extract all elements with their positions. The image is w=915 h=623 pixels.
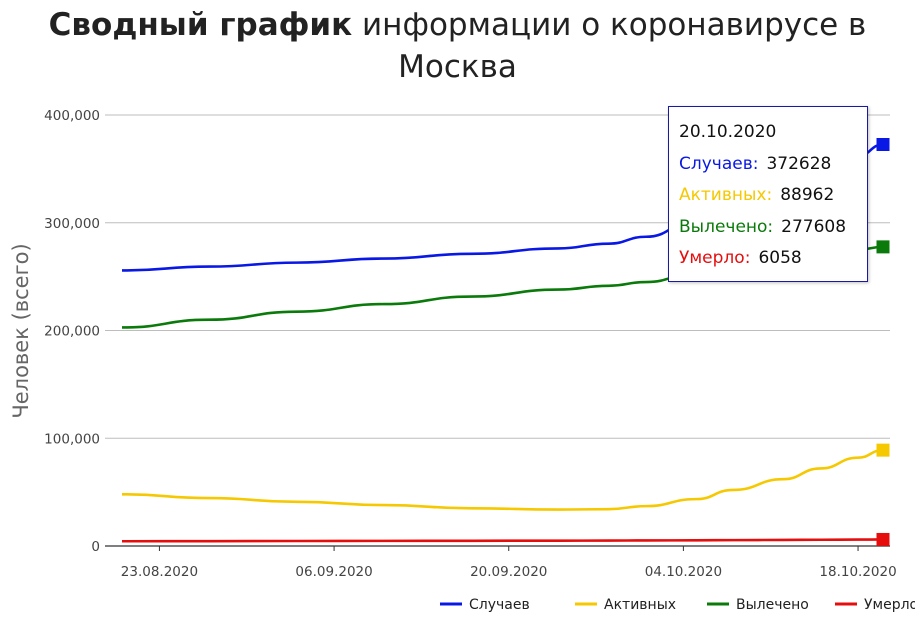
- tooltip-label-deaths: Умерло:: [679, 248, 751, 268]
- chart-title-bold: Сводный график: [48, 7, 353, 43]
- tooltip-row-active: Активных: 88962: [679, 180, 857, 212]
- tooltip-value-recovered: 277608: [781, 216, 847, 237]
- tooltip-label-recovered: Вылечено:: [679, 216, 774, 237]
- tooltip-row-recovered: Вылечено: 277608: [679, 212, 857, 244]
- tooltip-label-cases: Случаев:: [679, 153, 759, 174]
- legend-label: Случаев: [469, 597, 530, 613]
- chart-title: Сводный график информации о коронавирусе…: [0, 4, 915, 88]
- y-tick-label: 300,000: [44, 216, 100, 232]
- tooltip-value-active: 88962: [780, 185, 835, 205]
- tooltip-date: 20.10.2020: [679, 122, 777, 142]
- x-tick-label: 04.10.2020: [645, 564, 722, 580]
- tooltip-value-deaths: 6058: [758, 248, 802, 268]
- tooltip-label-active: Активных:: [679, 185, 773, 205]
- series-line: [121, 538, 884, 543]
- tooltip-row-deaths: Умерло: 6058: [679, 243, 857, 275]
- legend-label: Вылечено: [736, 597, 809, 613]
- tooltip-row-cases: Случаев: 372628: [679, 149, 857, 181]
- x-tick-label: 06.09.2020: [295, 564, 372, 580]
- x-tick-label: 20.09.2020: [470, 564, 547, 580]
- y-tick-label: 400,000: [44, 108, 100, 124]
- series-last-point: [876, 443, 890, 457]
- y-axis-ticks: 0 100,000 200,000 300,000 400,000: [44, 108, 100, 555]
- tooltip-value-cases: 372628: [766, 153, 832, 174]
- series-last-point: [876, 532, 890, 546]
- legend-label: Активных: [604, 597, 676, 613]
- y-tick-label: 100,000: [44, 431, 100, 447]
- chart-title-rest: информации о коронавирусе в: [362, 7, 867, 43]
- legend: Случаев Активных Вылечено Умерло: [440, 597, 915, 613]
- x-tick-label: 18.10.2020: [819, 564, 896, 580]
- series-last-point: [876, 240, 890, 254]
- series-last-point: [876, 137, 890, 151]
- y-axis-label: Человек (всего): [9, 243, 33, 418]
- series-line: [121, 448, 884, 511]
- x-tick-label: 23.08.2020: [121, 564, 198, 580]
- tooltip: 20.10.2020 Случаев: 372628 Активных: 88962…: [668, 106, 868, 282]
- y-tick-label: 0: [91, 539, 100, 555]
- y-tick-label: 200,000: [44, 324, 100, 340]
- legend-label: Умерло: [864, 597, 915, 613]
- x-axis-ticks: 23.08.2020 06.09.2020 20.09.2020 04.10.2020…: [121, 546, 897, 580]
- chart-title-city: Москва: [398, 49, 517, 85]
